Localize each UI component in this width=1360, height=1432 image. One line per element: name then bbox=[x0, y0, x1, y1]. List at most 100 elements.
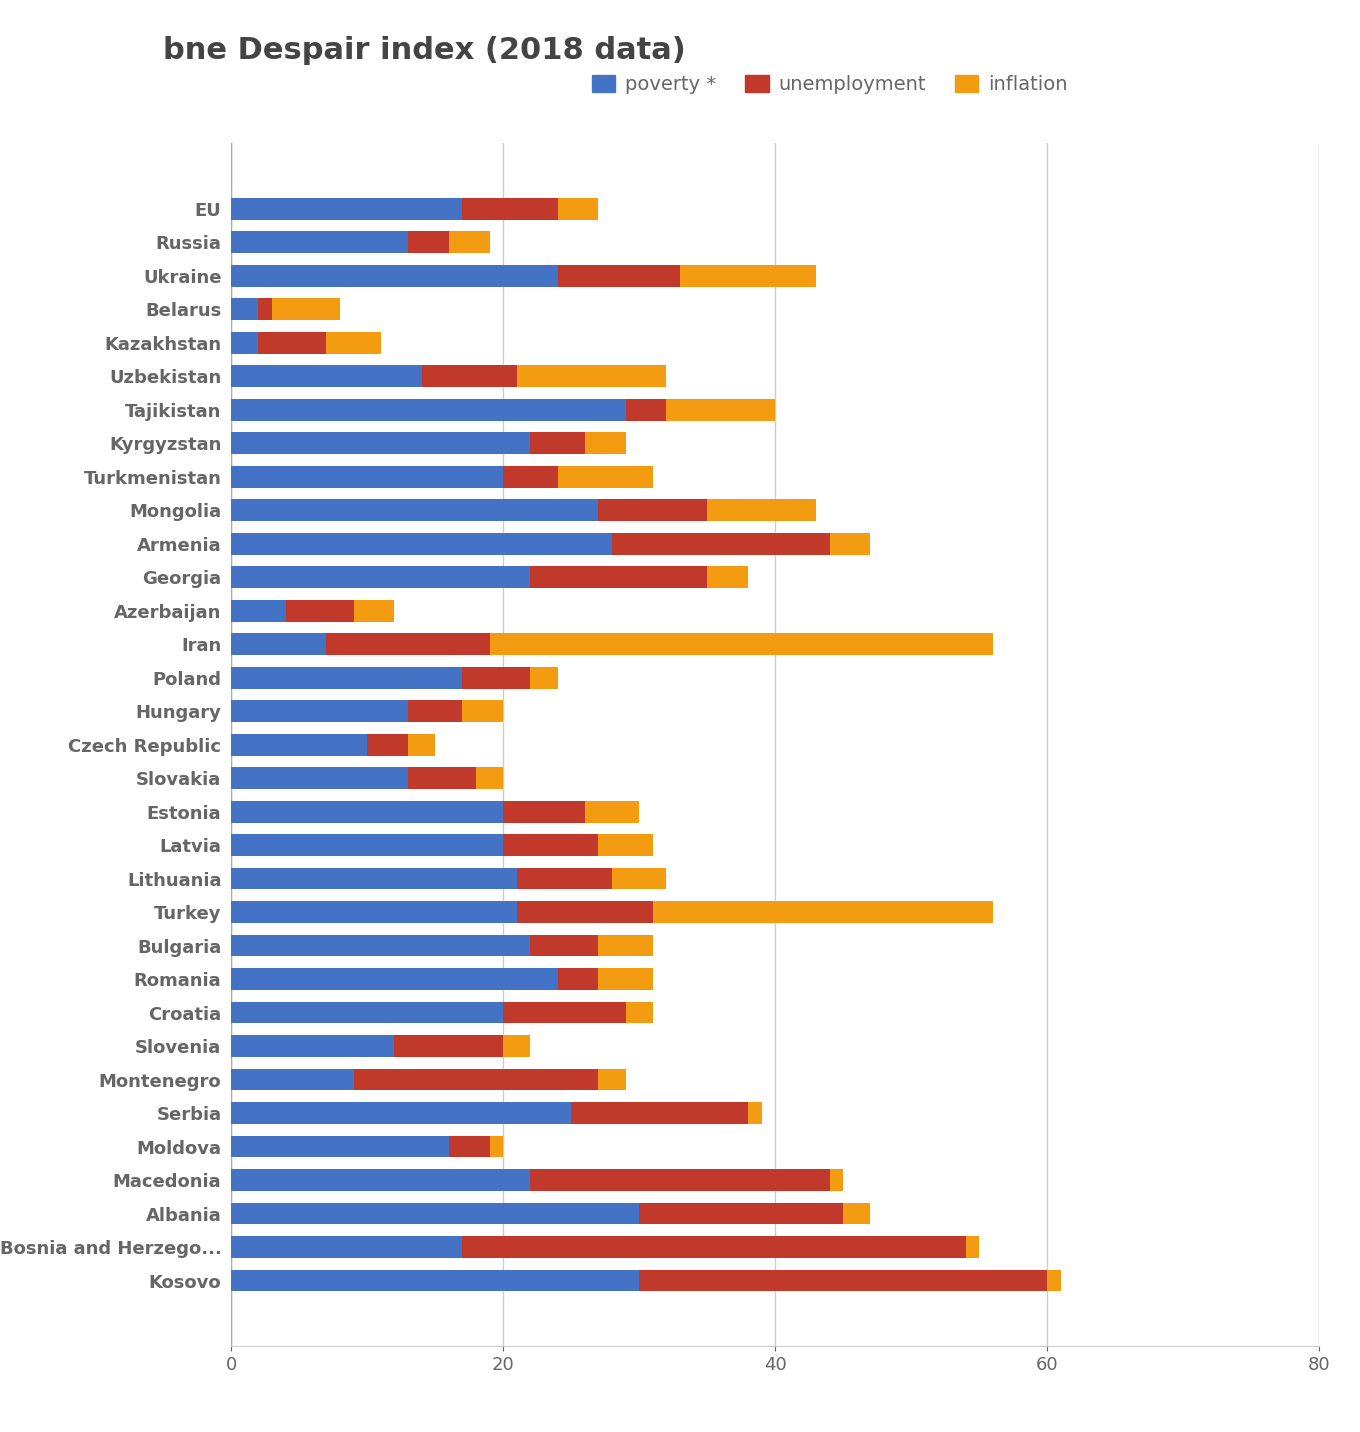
Bar bbox=[612, 533, 830, 554]
Bar bbox=[408, 768, 476, 789]
Bar bbox=[612, 868, 666, 889]
Bar bbox=[707, 500, 816, 521]
Bar bbox=[748, 1103, 762, 1124]
Bar bbox=[231, 935, 530, 957]
Bar bbox=[354, 600, 394, 621]
Bar bbox=[558, 265, 680, 286]
Bar bbox=[231, 332, 258, 354]
Bar bbox=[449, 232, 490, 253]
Bar bbox=[231, 1169, 530, 1191]
Bar bbox=[639, 1203, 843, 1224]
Bar bbox=[626, 1002, 653, 1024]
Bar bbox=[258, 332, 326, 354]
Bar bbox=[503, 465, 558, 487]
Bar bbox=[585, 800, 639, 822]
Bar bbox=[666, 400, 775, 421]
Bar bbox=[598, 835, 653, 856]
Bar bbox=[231, 868, 517, 889]
Bar bbox=[966, 1236, 979, 1257]
Bar bbox=[367, 733, 408, 756]
Bar bbox=[231, 533, 612, 554]
Bar bbox=[231, 265, 558, 286]
Bar bbox=[231, 500, 598, 521]
Bar bbox=[408, 700, 462, 722]
Bar bbox=[830, 1169, 843, 1191]
Bar bbox=[1047, 1270, 1061, 1292]
Bar bbox=[231, 432, 530, 454]
Bar bbox=[408, 232, 449, 253]
Bar bbox=[231, 633, 326, 654]
Bar bbox=[394, 1035, 503, 1057]
Bar bbox=[639, 1270, 1047, 1292]
Bar bbox=[517, 365, 666, 387]
Bar bbox=[408, 733, 435, 756]
Bar bbox=[258, 298, 272, 321]
Bar bbox=[598, 935, 653, 957]
Bar bbox=[231, 400, 626, 421]
Bar bbox=[231, 1203, 639, 1224]
Bar bbox=[231, 835, 503, 856]
Bar bbox=[476, 768, 503, 789]
Bar bbox=[462, 198, 558, 219]
Bar bbox=[598, 968, 653, 990]
Bar bbox=[503, 835, 598, 856]
Legend: poverty *, unemployment, inflation: poverty *, unemployment, inflation bbox=[592, 74, 1068, 95]
Bar bbox=[626, 400, 666, 421]
Bar bbox=[231, 365, 422, 387]
Bar bbox=[286, 600, 354, 621]
Bar bbox=[231, 700, 408, 722]
Bar bbox=[449, 1136, 490, 1157]
Bar bbox=[231, 1103, 571, 1124]
Bar bbox=[598, 1068, 626, 1090]
Bar bbox=[231, 768, 408, 789]
Bar bbox=[653, 901, 993, 924]
Text: bne Despair index (2018 data): bne Despair index (2018 data) bbox=[163, 36, 685, 64]
Bar bbox=[462, 1236, 966, 1257]
Bar bbox=[354, 1068, 598, 1090]
Bar bbox=[503, 1035, 530, 1057]
Bar bbox=[530, 1169, 830, 1191]
Bar bbox=[530, 432, 585, 454]
Bar bbox=[231, 800, 503, 822]
Bar bbox=[231, 667, 462, 689]
Bar bbox=[598, 500, 707, 521]
Bar bbox=[843, 1203, 870, 1224]
Bar bbox=[517, 868, 612, 889]
Bar bbox=[231, 600, 286, 621]
Bar bbox=[231, 1236, 462, 1257]
Bar bbox=[231, 198, 462, 219]
Bar bbox=[571, 1103, 748, 1124]
Bar bbox=[231, 968, 558, 990]
Bar bbox=[830, 533, 870, 554]
Bar bbox=[326, 332, 381, 354]
Bar bbox=[231, 733, 367, 756]
Bar bbox=[585, 432, 626, 454]
Bar bbox=[231, 232, 408, 253]
Bar bbox=[530, 566, 707, 589]
Bar bbox=[231, 901, 517, 924]
Bar bbox=[231, 298, 258, 321]
Bar bbox=[231, 465, 503, 487]
Bar bbox=[490, 633, 993, 654]
Bar bbox=[680, 265, 816, 286]
Bar bbox=[231, 566, 530, 589]
Bar bbox=[558, 465, 653, 487]
Bar bbox=[530, 935, 598, 957]
Bar bbox=[272, 298, 340, 321]
Bar bbox=[422, 365, 517, 387]
Bar bbox=[462, 667, 530, 689]
Bar bbox=[558, 198, 598, 219]
Bar bbox=[530, 667, 558, 689]
Bar bbox=[517, 901, 653, 924]
Bar bbox=[503, 800, 585, 822]
Bar bbox=[231, 1035, 394, 1057]
Bar bbox=[231, 1068, 354, 1090]
Bar bbox=[503, 1002, 626, 1024]
Bar bbox=[326, 633, 490, 654]
Bar bbox=[707, 566, 748, 589]
Bar bbox=[462, 700, 503, 722]
Bar bbox=[231, 1270, 639, 1292]
Bar bbox=[558, 968, 598, 990]
Bar bbox=[231, 1136, 449, 1157]
Bar bbox=[231, 1002, 503, 1024]
